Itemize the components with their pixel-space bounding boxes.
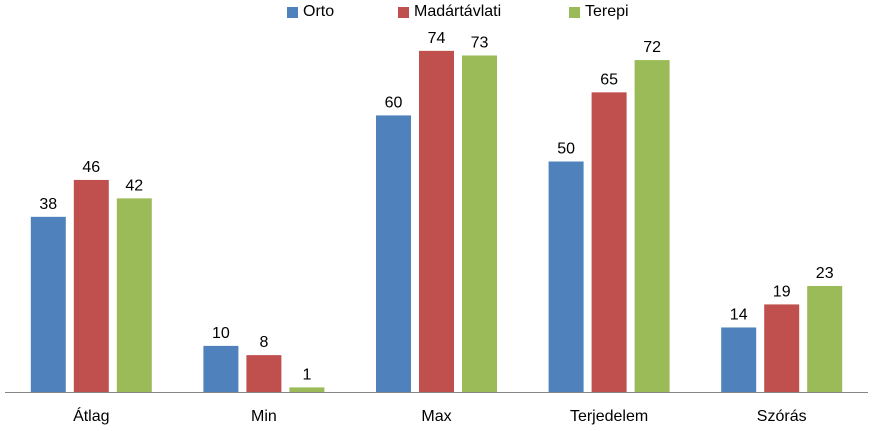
data-label-madartavlati-min: 8: [259, 334, 268, 351]
legend-swatch-madartavlati: [398, 6, 409, 18]
data-label-madartavlati-atlag: 46: [82, 159, 100, 176]
bar-orto-atlag: [30, 216, 66, 392]
bar-orto-szoras: [721, 327, 757, 392]
data-label-terepi-szoras: 23: [816, 265, 834, 282]
legend-item-orto: Orto: [287, 2, 334, 22]
bar-terepi-max: [462, 55, 497, 392]
data-label-orto-terjedelem: 50: [557, 141, 575, 158]
x-tick-label-max: Max: [421, 408, 451, 425]
x-tick-label-terjedelem: Terjedelem: [570, 408, 648, 425]
bar-terepi-atlag: [116, 198, 152, 392]
bar-terepi-min: [289, 387, 325, 392]
bar-terepi-terjedelem: [634, 60, 670, 393]
data-label-terepi-max: 73: [471, 34, 489, 51]
legend-swatch-terepi: [569, 6, 580, 18]
legend-label-orto: Orto: [303, 3, 335, 20]
data-label-terepi-terjedelem: 72: [643, 39, 661, 56]
legend-item-madartavlati: Madártávlati: [398, 2, 501, 22]
bar-madartavlati-terjedelem: [591, 92, 627, 392]
bar-orto-terjedelem: [548, 161, 584, 392]
data-label-terepi-atlag: 42: [125, 177, 143, 194]
data-label-madartavlati-max: 74: [428, 30, 446, 47]
bar-orto-min: [203, 345, 239, 392]
bar-terepi-szoras: [807, 285, 843, 392]
legend-item-terepi: Terepi: [569, 2, 629, 22]
bar-orto-max: [376, 115, 411, 393]
legend-label-terepi: Terepi: [585, 3, 629, 20]
chart-legend: Orto Madártávlati Terepi: [0, 2, 873, 22]
data-label-terepi-min: 1: [302, 366, 311, 383]
bar-madartavlati-max: [419, 50, 454, 393]
bar-madartavlati-szoras: [764, 304, 800, 392]
bar-madartavlati-min: [246, 355, 282, 392]
data-label-orto-min: 10: [212, 325, 230, 342]
data-label-orto-atlag: 38: [39, 196, 57, 213]
legend-swatch-orto: [287, 6, 298, 18]
data-label-orto-szoras: 14: [730, 306, 748, 323]
x-tick-label-atlag: Átlag: [73, 406, 109, 425]
x-tick-label-szoras: Szórás: [757, 408, 807, 425]
x-tick-label-min: Min: [251, 408, 277, 425]
data-label-orto-max: 60: [385, 94, 403, 111]
data-label-madartavlati-terjedelem: 65: [600, 71, 618, 88]
bar-madartavlati-atlag: [73, 179, 109, 392]
data-label-madartavlati-szoras: 19: [773, 283, 791, 300]
legend-label-madartavlati: Madártávlati: [414, 3, 502, 20]
